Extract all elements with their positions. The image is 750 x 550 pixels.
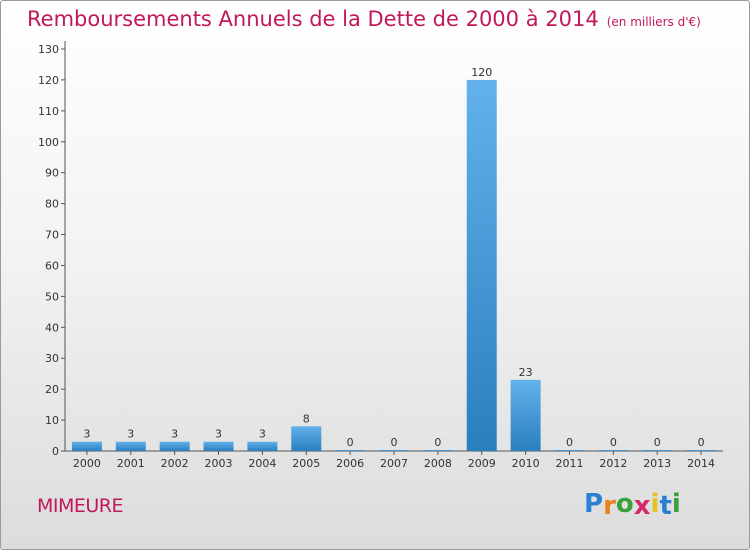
y-tick-label: 130 [38, 43, 59, 56]
value-label: 120 [471, 66, 492, 79]
x-tick-label: 2012 [599, 457, 627, 470]
chart-title: Remboursements Annuels de la Dette de 20… [27, 7, 701, 31]
value-label: 0 [347, 436, 354, 449]
bar [291, 426, 322, 451]
chart-title-main: Remboursements Annuels de la Dette de 20… [27, 7, 599, 31]
y-tick-label: 10 [45, 414, 59, 427]
x-tick-label: 2003 [205, 457, 233, 470]
value-label: 0 [434, 436, 441, 449]
logo-letter: P [584, 489, 604, 519]
x-tick-label: 2000 [73, 457, 101, 470]
x-axis: 2000 2001 2002 2003 2004 2005 2006 2007 2008 2009… [65, 450, 723, 470]
y-tick-label: 50 [45, 290, 59, 303]
x-tick-label: 2014 [687, 457, 715, 470]
bar [686, 450, 717, 451]
value-label: 0 [698, 436, 705, 449]
x-tick-label: 2013 [643, 457, 671, 470]
value-label: 23 [519, 366, 533, 379]
bar [159, 441, 190, 451]
value-label: 8 [303, 412, 310, 425]
y-tick-label: 40 [45, 321, 59, 334]
value-label: 3 [83, 428, 90, 441]
y-tick-label: 100 [38, 136, 59, 149]
value-label: 3 [215, 428, 222, 441]
y-tick-label: 80 [45, 198, 59, 211]
x-tick-label: 2006 [336, 457, 364, 470]
bar [115, 441, 146, 451]
logo-letter: i [671, 489, 681, 519]
bar [598, 450, 629, 451]
bar [335, 450, 366, 451]
chart-title-unit: (en milliers d'€) [606, 15, 701, 29]
x-tick-label: 2001 [117, 457, 145, 470]
x-tick-label: 2005 [292, 457, 320, 470]
value-label: 3 [259, 428, 266, 441]
bar [203, 441, 234, 451]
y-axis: 0 10 20 30 40 50 60 70 80 90 100 110 120 130 [38, 41, 66, 458]
y-tick-label: 20 [45, 383, 59, 396]
bar [642, 450, 673, 451]
x-tick-label: 2002 [161, 457, 189, 470]
bar [247, 441, 278, 451]
bars [71, 79, 717, 451]
logo-letter: t [659, 491, 672, 521]
x-tick-label: 2007 [380, 457, 408, 470]
logo-letter: r [603, 491, 616, 521]
x-tick-label: 2010 [512, 457, 540, 470]
y-tick-label: 0 [52, 445, 59, 458]
value-label: 0 [610, 436, 617, 449]
value-label: 0 [391, 436, 398, 449]
value-label: 0 [566, 436, 573, 449]
x-tick-label: 2004 [248, 457, 276, 470]
logo-letter: x [633, 491, 651, 521]
bar [510, 379, 541, 451]
bar [71, 441, 102, 451]
y-tick-label: 90 [45, 167, 59, 180]
bar [422, 450, 453, 451]
bar [379, 450, 409, 451]
y-tick-label: 120 [38, 74, 59, 87]
value-labels: 3 3 3 3 3 8 0 0 0 120 23 0 0 0 0 [83, 66, 704, 449]
x-tick-label: 2011 [555, 457, 583, 470]
logo-letter: o [615, 489, 634, 519]
value-label: 0 [654, 436, 661, 449]
y-tick-label: 70 [45, 229, 59, 242]
y-tick-label: 30 [45, 352, 59, 365]
x-tick-label: 2009 [468, 457, 496, 470]
y-tick-label: 60 [45, 259, 59, 272]
value-label: 3 [127, 428, 134, 441]
proxiti-logo: Proxiti [584, 489, 681, 521]
y-tick-label: 110 [38, 105, 59, 118]
bar [466, 79, 497, 451]
logo-letter: i [650, 489, 660, 519]
bar [554, 450, 585, 451]
value-label: 3 [171, 428, 178, 441]
x-tick-label: 2008 [424, 457, 452, 470]
commune-name: MIMEURE [37, 495, 124, 517]
